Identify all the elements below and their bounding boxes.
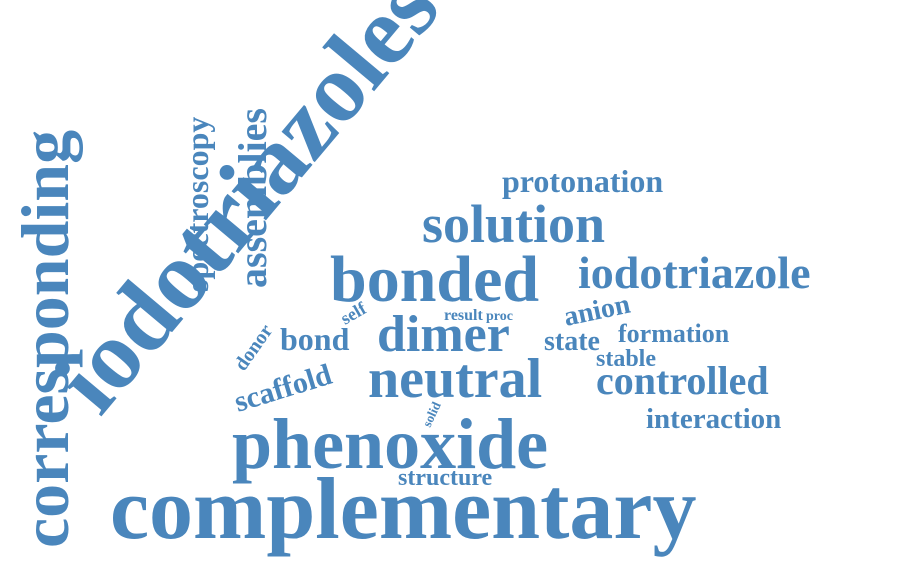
word-interaction: interaction (646, 403, 781, 435)
word-phenoxide: phenoxide (232, 404, 548, 484)
word-corresponding: corresponding (7, 130, 83, 548)
word-group: complementary phenoxide bonded iodotriaz… (7, 0, 811, 558)
word-complementary: complementary (110, 461, 696, 558)
word-spectroscopy: spectroscopy (179, 117, 215, 292)
word-controlled: controlled (596, 358, 769, 403)
word-state: state (544, 326, 600, 357)
word-assemblies: assemblies (230, 108, 275, 288)
word-neutral: neutral (368, 348, 542, 410)
word-iodotriazole: iodotriazole (578, 247, 811, 298)
word-bond: bond (280, 321, 350, 357)
word-dimer: dimer (377, 306, 510, 363)
word-structure: structure (398, 465, 493, 491)
word-stable: stable (596, 346, 656, 372)
word-donor: donor (230, 320, 277, 375)
word-solution: solution (422, 194, 605, 254)
word-formation: formation (618, 319, 730, 348)
word-bonded: bonded (330, 243, 539, 316)
word-proc: proc (486, 309, 513, 324)
word-protonation: protonation (502, 163, 663, 199)
word-result: result (444, 307, 483, 324)
